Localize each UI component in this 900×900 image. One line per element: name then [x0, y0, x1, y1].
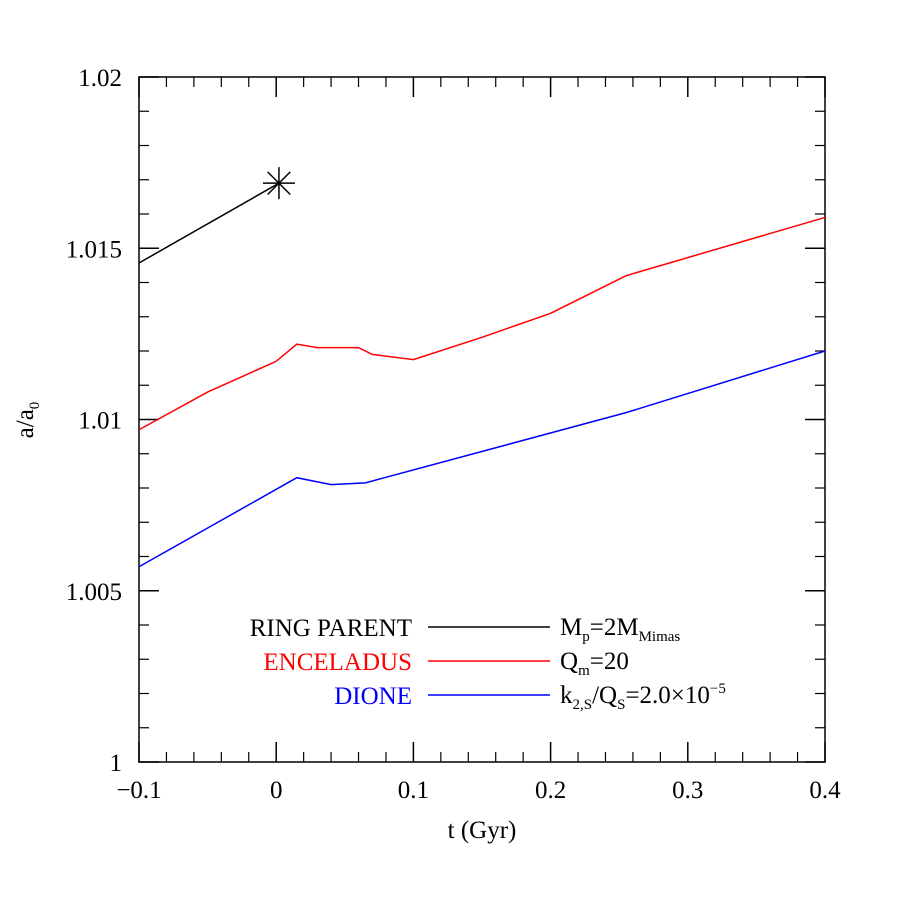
x-tick-label: 0.2 [535, 777, 566, 804]
x-tick-label: 0.3 [672, 777, 703, 804]
text-part: m [578, 663, 590, 679]
y-tick-label: 1 [110, 750, 123, 777]
text-part: Mimas [639, 629, 681, 645]
legend-label: ENCELADUS [263, 649, 412, 676]
y-axis-label: a/a0 [12, 402, 43, 439]
y-tick-label: 1.01 [78, 408, 122, 435]
annotation: Qm=20 [560, 648, 629, 679]
legend-label: RING PARENT [250, 615, 412, 642]
series-line [138, 350, 826, 568]
annotation: k2,S/QS=2.0×10−5 [560, 681, 726, 713]
x-tick-label: 0.1 [398, 777, 429, 804]
text-part: M [560, 614, 582, 641]
text-part: −5 [710, 681, 726, 697]
x-tick-label: −0.1 [116, 777, 161, 804]
text-part: =2M [590, 614, 639, 641]
x-tick-label: 0.4 [809, 777, 841, 804]
x-tick-label: 0 [270, 777, 283, 804]
x-axis-label: t (Gyr) [448, 817, 517, 844]
text-part: 2,S [573, 697, 593, 713]
y-tick-label: 1.005 [66, 579, 122, 606]
text-part: k [560, 682, 573, 709]
annotation: Mp=2MMimas [560, 614, 680, 645]
text-part: /Q [592, 682, 617, 709]
text-part: =20 [590, 648, 629, 675]
y-tick-label: 1.02 [78, 65, 122, 92]
text-part: p [582, 629, 590, 645]
text-part: Q [560, 648, 578, 675]
text-part: a/a [12, 409, 39, 438]
plot-frame [138, 76, 826, 763]
end-marker [262, 167, 295, 200]
text-part: S [617, 697, 625, 713]
series-line [138, 216, 826, 431]
series-line [138, 182, 280, 264]
text-part: 0 [27, 402, 43, 410]
y-tick-label: 1.015 [66, 236, 122, 263]
text-part: =2.0×10 [625, 682, 709, 709]
legend-label: DIONE [334, 683, 412, 710]
